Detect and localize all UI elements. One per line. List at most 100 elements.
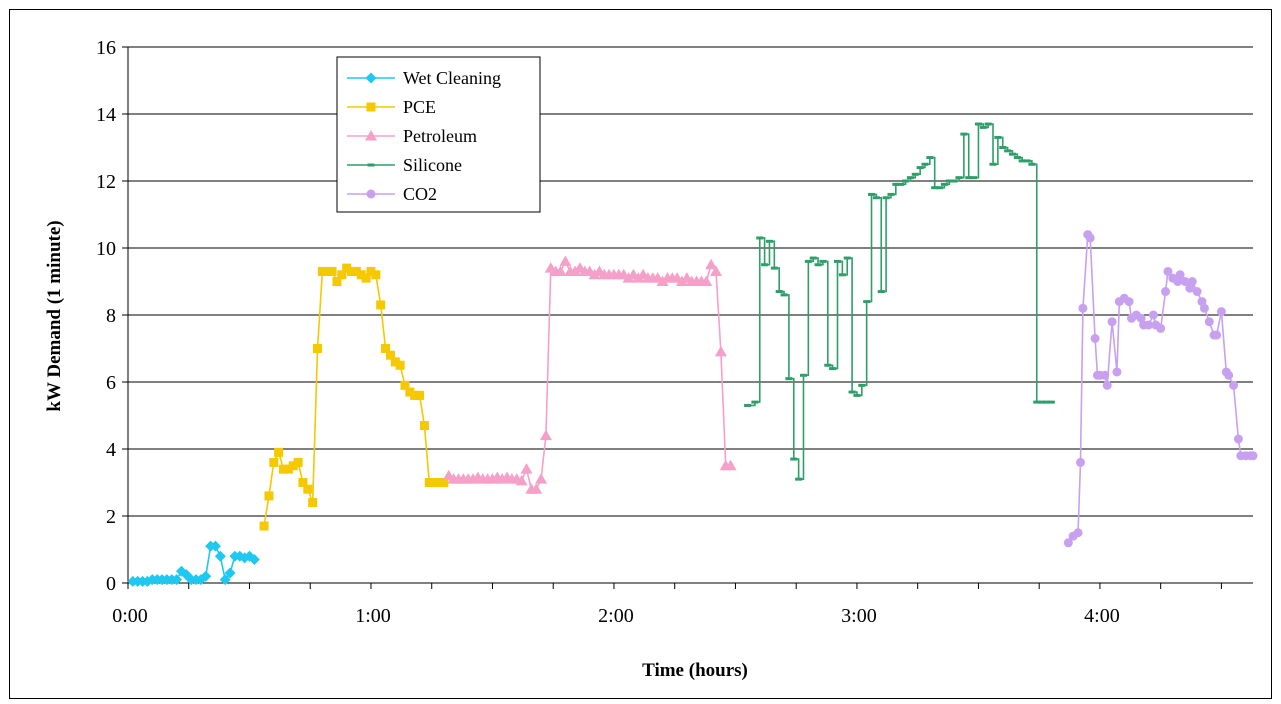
data-point bbox=[1144, 320, 1154, 330]
data-point bbox=[371, 270, 381, 280]
x-axis-title: Time (hours) bbox=[642, 660, 748, 681]
data-point bbox=[332, 277, 342, 286]
data-point bbox=[356, 270, 366, 280]
data-point bbox=[419, 421, 429, 431]
data-point bbox=[515, 474, 528, 486]
data-point bbox=[322, 266, 332, 276]
data-point bbox=[714, 345, 727, 357]
data-point bbox=[539, 429, 552, 441]
data-point bbox=[520, 463, 533, 474]
data-point bbox=[1224, 370, 1234, 380]
data-point bbox=[351, 266, 361, 276]
y-tick-label: 12 bbox=[96, 171, 116, 193]
series-wet-cleaning bbox=[127, 540, 260, 587]
data-point bbox=[434, 478, 444, 487]
series-silicone bbox=[744, 122, 1055, 481]
data-point bbox=[530, 483, 543, 494]
legend-label: PCE bbox=[403, 97, 436, 117]
data-point bbox=[347, 266, 357, 276]
y-tick-label: 16 bbox=[96, 37, 116, 59]
data-point bbox=[1112, 367, 1122, 377]
gridlines bbox=[128, 46, 1253, 517]
chart-frame bbox=[9, 9, 1272, 699]
legend-marker bbox=[365, 72, 377, 84]
data-point bbox=[259, 521, 269, 531]
data-point bbox=[439, 478, 449, 487]
data-point bbox=[1180, 277, 1190, 286]
data-point bbox=[269, 457, 279, 467]
data-point bbox=[303, 484, 313, 494]
data-point bbox=[1199, 303, 1209, 313]
data-point bbox=[705, 258, 718, 270]
data-point bbox=[313, 344, 323, 353]
legend-marker bbox=[366, 189, 376, 199]
data-point bbox=[214, 550, 226, 562]
series-co2 bbox=[1063, 230, 1258, 548]
data-point bbox=[327, 266, 337, 276]
data-point bbox=[535, 473, 548, 484]
data-point bbox=[317, 266, 327, 276]
data-point bbox=[400, 380, 410, 390]
series-line bbox=[1067, 232, 1253, 544]
data-point bbox=[1100, 370, 1110, 380]
x-tick-label: 2:00 bbox=[598, 605, 634, 627]
data-point bbox=[381, 344, 391, 353]
y-axis-title: kW Demand (1 minute) bbox=[44, 220, 65, 411]
legend-label: CO2 bbox=[403, 184, 437, 204]
data-point bbox=[1090, 333, 1100, 343]
data-point bbox=[1192, 287, 1202, 297]
data-point bbox=[342, 263, 352, 273]
data-point bbox=[283, 464, 293, 474]
data-point bbox=[1161, 287, 1171, 297]
data-point bbox=[554, 265, 567, 276]
data-point bbox=[710, 265, 723, 276]
data-point bbox=[1216, 307, 1226, 317]
y-tick-label: 6 bbox=[106, 372, 116, 394]
data-point bbox=[1078, 303, 1088, 313]
data-point bbox=[293, 457, 303, 467]
data-point bbox=[264, 491, 274, 501]
data-point bbox=[385, 350, 395, 360]
data-point bbox=[1156, 323, 1166, 333]
data-point bbox=[415, 390, 425, 400]
axes: 0 2 4 6 8 10 12 14 16 0:00 1:00 2:00 3:00 4:00 bbox=[96, 37, 1253, 627]
legend-marker bbox=[365, 130, 377, 141]
data-point bbox=[248, 554, 260, 566]
data-point bbox=[200, 570, 212, 582]
series-group bbox=[127, 122, 1258, 587]
data-point bbox=[1229, 380, 1239, 390]
data-point bbox=[1175, 270, 1185, 280]
data-point bbox=[395, 360, 405, 370]
data-point bbox=[1233, 434, 1243, 444]
series-line bbox=[747, 123, 1052, 480]
legend-label: Silicone bbox=[403, 155, 462, 175]
data-point bbox=[424, 478, 434, 487]
y-tick-label: 8 bbox=[106, 305, 116, 327]
data-point bbox=[1248, 451, 1258, 461]
data-point bbox=[405, 387, 415, 397]
y-tick-label: 10 bbox=[96, 238, 116, 260]
legend: Wet Cleaning PCE Petroleum Silicone CO2 bbox=[336, 56, 541, 213]
legend-label: Petroleum bbox=[403, 126, 477, 146]
data-point bbox=[1124, 297, 1134, 307]
y-tick-label: 0 bbox=[106, 573, 116, 595]
data-point bbox=[1204, 317, 1214, 327]
legend-label: Wet Cleaning bbox=[403, 68, 501, 88]
x-tick-label: 1:00 bbox=[355, 605, 391, 627]
data-point bbox=[1148, 310, 1158, 320]
data-point bbox=[1063, 538, 1073, 548]
data-point bbox=[1107, 317, 1117, 327]
x-tick-label: 4:00 bbox=[1084, 605, 1120, 627]
y-tick-label: 14 bbox=[96, 104, 116, 126]
data-point bbox=[219, 574, 231, 586]
data-point bbox=[224, 567, 236, 579]
x-tick-label: 3:00 bbox=[841, 605, 877, 627]
data-point bbox=[1212, 330, 1222, 340]
series-line bbox=[448, 259, 731, 490]
y-tick-label: 4 bbox=[106, 439, 116, 461]
data-point bbox=[298, 478, 308, 487]
data-point bbox=[274, 447, 284, 457]
data-point bbox=[1187, 277, 1197, 286]
data-point bbox=[700, 275, 713, 286]
